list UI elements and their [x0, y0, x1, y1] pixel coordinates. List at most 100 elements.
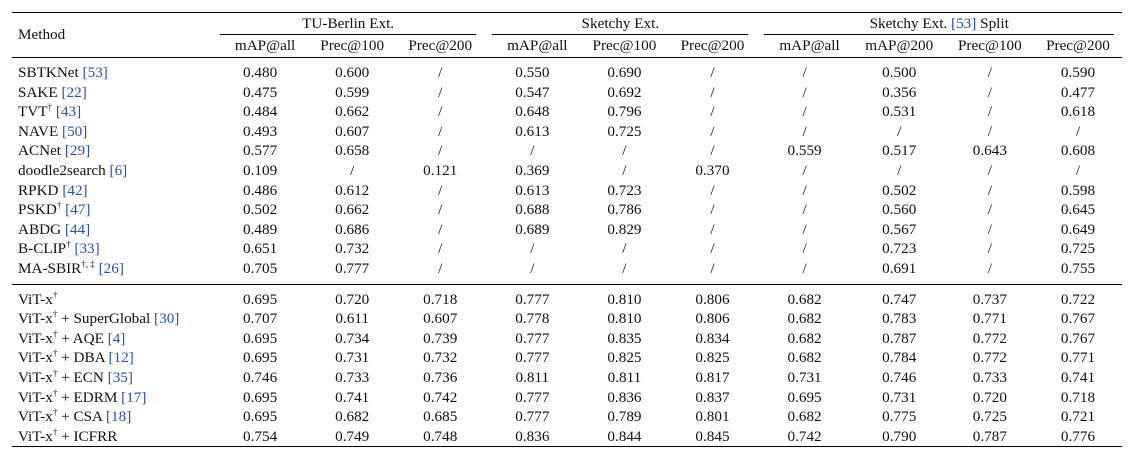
citation-link[interactable]: [53] — [82, 64, 108, 81]
metric-value: 0.720 — [972, 388, 1007, 406]
footnote-mark: † — [66, 239, 71, 250]
citation-link[interactable]: [44] — [64, 220, 91, 238]
citation-link[interactable]: [30] — [154, 310, 180, 328]
footnote-mark: † — [52, 426, 58, 437]
metric-value: 0.695 — [787, 388, 822, 406]
table-row: B-CLIP† [33] 0.651 0.732 / / / / / 0.723 / 0.725 — [12, 239, 1122, 259]
citation-link[interactable]: [29] — [64, 142, 91, 160]
metric-value: 0.598 — [1060, 181, 1096, 199]
method-label: ViT-x — [18, 388, 53, 406]
metric-value: / — [710, 240, 715, 258]
metric-value: 0.834 — [695, 329, 730, 347]
metric-value: 0.475 — [243, 83, 278, 101]
metric-header: mAP@all — [484, 35, 581, 58]
metric-value: / — [438, 64, 443, 81]
metric-header: mAP@all — [756, 35, 853, 58]
citation-link[interactable]: [22] — [61, 83, 87, 101]
citation-link[interactable]: [47] — [65, 201, 91, 219]
metric-value: 0.844 — [580, 426, 669, 448]
metric-value: 0.733 — [972, 368, 1007, 386]
metric-value: 0.739 — [423, 329, 458, 347]
method-label: SBTKNet — [18, 64, 79, 81]
header-row-metrics: mAP@all Prec@100 Prec@200 mAP@all Prec@100 Pr… — [12, 35, 1122, 58]
method-label: ViT-x — [18, 310, 53, 328]
citation-link[interactable]: [53] — [951, 15, 977, 33]
metric-value: 0.777 — [515, 388, 550, 406]
citation-link[interactable]: [35] — [107, 368, 133, 386]
metric-value: / — [802, 240, 807, 258]
metric-value: / — [438, 220, 443, 238]
metric-value: 0.682 — [787, 329, 822, 347]
metric-value: 0.611 — [335, 310, 369, 328]
metric-value: 0.121 — [423, 161, 458, 179]
metric-value: / — [710, 103, 715, 121]
metric-value: 0.811 — [515, 368, 550, 386]
metric-value: 0.806 — [695, 290, 730, 308]
citation-link[interactable]: [26] — [98, 259, 124, 277]
metric-value: 0.787 — [882, 329, 917, 347]
metric-value: 0.722 — [1060, 290, 1096, 308]
metric-value: / — [987, 201, 992, 219]
metric-value: 0.777 — [515, 408, 550, 426]
citation-link[interactable]: [43] — [55, 103, 82, 121]
metric-value: 0.685 — [423, 408, 458, 426]
citation-link[interactable]: [17] — [121, 388, 147, 406]
citation-link[interactable]: [18] — [105, 408, 132, 426]
metric-value: / — [710, 181, 715, 199]
metric-value: 0.688 — [515, 201, 550, 219]
metric-value: 0.502 — [243, 201, 278, 219]
citation-link[interactable]: [6] — [109, 161, 128, 179]
method-name: ViT-x† + SuperGlobal [30] — [12, 309, 212, 329]
metric-value: 0.695 — [243, 388, 278, 406]
dataset-title: TU-Berlin Ext. — [302, 15, 395, 33]
method-name: ViT-x† + CSA [18] — [12, 407, 212, 427]
method-name: ViT-x† + ECN [35] — [12, 368, 212, 388]
metric-value: 0.600 — [335, 64, 370, 81]
metric-value: 0.618 — [1060, 103, 1096, 121]
metric-value: / — [987, 161, 992, 179]
citation-link[interactable]: [50] — [62, 122, 88, 140]
metric-value: 0.811 — [607, 368, 642, 386]
citation-link[interactable]: [33] — [74, 240, 100, 258]
metric-value: 0.810 — [607, 310, 642, 328]
metric-value: 0.560 — [882, 201, 917, 219]
metric-value: 0.772 — [972, 349, 1007, 367]
metric-value: 0.643 — [972, 142, 1007, 160]
metric-value: 0.754 — [212, 426, 309, 448]
metric-value: 0.741 — [335, 388, 370, 406]
method-name: TVT† [43] — [12, 102, 212, 122]
metric-value: 0.649 — [1060, 220, 1096, 238]
metric-value: 0.682 — [787, 310, 822, 328]
metric-value: / — [710, 122, 715, 140]
metric-value: 0.718 — [423, 290, 458, 308]
footnote-mark: † — [52, 289, 58, 300]
metric-value: 0.590 — [1060, 64, 1096, 81]
metric-value: 0.607 — [335, 122, 370, 140]
metric-value: / — [438, 122, 443, 140]
metric-value: 0.732 — [335, 240, 370, 258]
metric-value: / — [802, 161, 807, 179]
metric-value: 0.550 — [515, 64, 550, 81]
footnote-mark: † — [47, 102, 53, 113]
metric-value: 0.370 — [695, 161, 730, 179]
metric-value: 0.695 — [243, 408, 278, 426]
metric-value: 0.742 — [423, 388, 458, 406]
metric-value: / — [802, 259, 807, 277]
metric-value: 0.777 — [515, 329, 550, 347]
method-label: ViT-x — [18, 368, 53, 386]
citation-link[interactable]: [42] — [62, 181, 88, 199]
citation-link[interactable]: [4] — [107, 329, 126, 347]
metric-header: Prec@200 — [396, 35, 485, 58]
method-label: B-CLIP — [18, 240, 67, 258]
table-row: ABDG [44] 0.489 0.686 / 0.689 0.829 / / 0.567 / 0.… — [12, 220, 1122, 240]
metric-value: / — [987, 240, 992, 258]
citation-link[interactable]: [12] — [108, 349, 134, 367]
table-row: ViT-x† + AQE [4] 0.695 0.734 0.739 0.777 0.83… — [12, 329, 1122, 349]
metric-value: 0.720 — [335, 290, 370, 308]
metric-value: 0.662 — [335, 201, 370, 219]
metric-value: 0.682 — [787, 290, 822, 308]
metric-value: 0.567 — [882, 220, 917, 238]
metric-value: 0.790 — [852, 426, 946, 448]
method-name: PSKD† [47] — [12, 200, 212, 220]
metric-value: 0.689 — [515, 220, 550, 238]
